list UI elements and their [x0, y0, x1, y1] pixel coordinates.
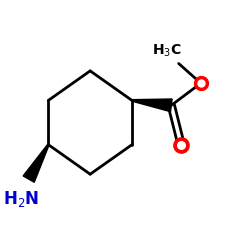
Polygon shape — [132, 99, 172, 112]
Text: H$_2$N: H$_2$N — [3, 189, 40, 209]
Polygon shape — [23, 144, 49, 182]
Text: H$_3$C: H$_3$C — [152, 43, 181, 60]
